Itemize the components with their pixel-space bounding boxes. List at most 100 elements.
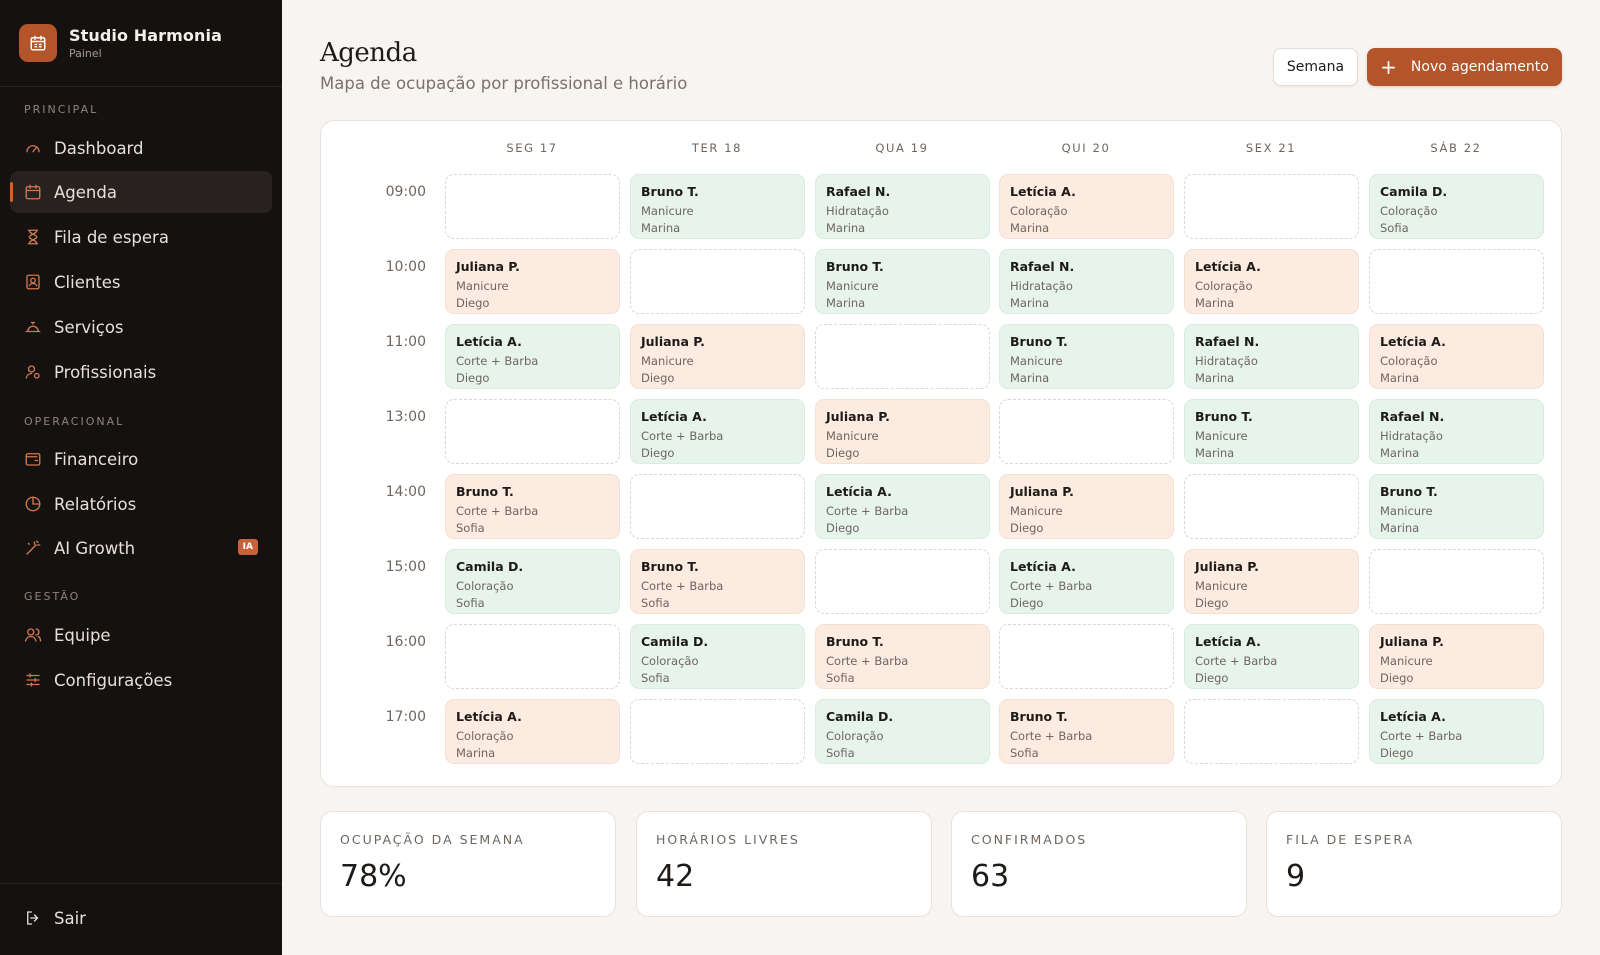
appointment-card[interactable]: Letícia A. Coloração Marina (1369, 324, 1544, 389)
appointment-client: Letícia A. (1010, 184, 1076, 199)
empty-slot[interactable] (1184, 474, 1359, 539)
appointment-service: Coloração (1380, 204, 1438, 218)
appointment-professional: Diego (1380, 671, 1414, 685)
empty-slot[interactable] (445, 399, 620, 464)
sidebar-item-clientes[interactable]: Clientes (10, 261, 272, 303)
appointment-card[interactable]: Juliana P. Manicure Diego (1184, 549, 1359, 614)
gauge-icon (24, 139, 42, 157)
appointment-card[interactable]: Bruno T. Corte + Barba Sofia (999, 699, 1174, 764)
empty-slot[interactable] (630, 474, 805, 539)
appointment-card[interactable]: Juliana P. Manicure Diego (1369, 624, 1544, 689)
appointment-service: Manicure (826, 429, 879, 443)
appointment-service: Corte + Barba (641, 429, 724, 443)
appointment-service: Coloração (1380, 354, 1438, 368)
appointment-card[interactable]: Rafael N. Hidratação Marina (1369, 399, 1544, 464)
magic-wand-icon (24, 539, 42, 557)
appointment-card[interactable]: Rafael N. Hidratação Marina (1184, 324, 1359, 389)
appointment-card[interactable]: Letícia A. Corte + Barba Diego (445, 324, 620, 389)
appointment-service: Manicure (1195, 429, 1248, 443)
sidebar-item-profissionais[interactable]: Profissionais (10, 351, 272, 393)
sidebar-item-label: Profissionais (54, 362, 157, 382)
appointment-card[interactable]: Letícia A. Coloração Marina (1184, 249, 1359, 314)
appointment-professional: Sofia (826, 746, 855, 760)
appointment-card[interactable]: Camila D. Coloração Sofia (815, 699, 990, 764)
appointment-client: Rafael N. (1380, 409, 1445, 424)
appointment-service: Hidratação (826, 204, 889, 218)
hourglass-icon (24, 228, 42, 246)
appointment-professional: Diego (1380, 746, 1414, 760)
sidebar-item-configuracoes[interactable]: Configurações (10, 659, 272, 701)
sidebar-item-financeiro[interactable]: Financeiro (10, 438, 272, 480)
empty-slot[interactable] (445, 624, 620, 689)
sidebar-item-ai-growth[interactable]: AI Growth IA (10, 527, 272, 569)
appointment-professional: Marina (1010, 221, 1050, 235)
appointment-card[interactable]: Rafael N. Hidratação Marina (999, 249, 1174, 314)
empty-slot[interactable] (1369, 249, 1544, 314)
stat-card-occupancy: OCUPAÇÃO DA SEMANA 78% (320, 811, 616, 917)
appointment-service: Corte + Barba (826, 504, 909, 518)
empty-slot[interactable] (1184, 174, 1359, 239)
appointment-card[interactable]: Juliana P. Manicure Diego (999, 474, 1174, 539)
empty-slot[interactable] (815, 324, 990, 389)
stat-card-waitlist: FILA DE ESPERA 9 (1266, 811, 1562, 917)
empty-slot[interactable] (630, 699, 805, 764)
appointment-client: Bruno T. (1380, 484, 1438, 499)
empty-slot[interactable] (999, 399, 1174, 464)
appointment-professional: Diego (1195, 671, 1229, 685)
appointment-service: Corte + Barba (456, 504, 539, 518)
appointment-card[interactable]: Letícia A. Corte + Barba Diego (815, 474, 990, 539)
appointment-service: Corte + Barba (826, 654, 909, 668)
appointment-card[interactable]: Rafael N. Hidratação Marina (815, 174, 990, 239)
appointment-card[interactable]: Bruno T. Manicure Marina (999, 324, 1174, 389)
appointment-card[interactable]: Juliana P. Manicure Diego (815, 399, 990, 464)
time-label: 14:00 (385, 484, 426, 500)
empty-slot[interactable] (815, 549, 990, 614)
appointment-service: Coloração (826, 729, 884, 743)
appointment-card[interactable]: Camila D. Coloração Sofia (1369, 174, 1544, 239)
sidebar-item-servicos[interactable]: Serviços (10, 306, 272, 348)
appointment-card[interactable]: Camila D. Coloração Sofia (445, 549, 620, 614)
new-appointment-button[interactable]: + Novo agendamento (1367, 48, 1562, 86)
appointment-card[interactable]: Juliana P. Manicure Diego (630, 324, 805, 389)
appointment-client: Bruno T. (1195, 409, 1253, 424)
pie-chart-icon (24, 495, 42, 513)
sidebar-item-fila-de-espera[interactable]: Fila de espera (10, 216, 272, 258)
appointment-card[interactable]: Letícia A. Corte + Barba Diego (630, 399, 805, 464)
empty-slot[interactable] (630, 249, 805, 314)
sidebar-item-relatorios[interactable]: Relatórios (10, 483, 272, 525)
week-view-button[interactable]: Semana (1273, 48, 1358, 86)
section-label-operacional: OPERACIONAL (24, 415, 125, 428)
sidebar-item-equipe[interactable]: Equipe (10, 614, 272, 656)
appointment-card[interactable]: Bruno T. Manicure Marina (815, 249, 990, 314)
appointment-professional: Sofia (641, 671, 670, 685)
bell-service-icon (24, 318, 42, 336)
brand[interactable]: Studio Harmonia Painel (19, 24, 222, 62)
empty-slot[interactable] (1184, 699, 1359, 764)
empty-slot[interactable] (1369, 549, 1544, 614)
appointment-professional: Diego (641, 446, 675, 460)
appointment-card[interactable]: Bruno T. Manicure Marina (1184, 399, 1359, 464)
sidebar-item-label: Financeiro (54, 449, 139, 469)
appointment-card[interactable]: Bruno T. Manicure Marina (630, 174, 805, 239)
appointment-card[interactable]: Bruno T. Corte + Barba Sofia (445, 474, 620, 539)
appointment-card[interactable]: Letícia A. Coloração Marina (445, 699, 620, 764)
empty-slot[interactable] (445, 174, 620, 239)
appointment-card[interactable]: Bruno T. Corte + Barba Sofia (630, 549, 805, 614)
appointment-card[interactable]: Letícia A. Corte + Barba Diego (1369, 699, 1544, 764)
appointment-service: Manicure (456, 279, 509, 293)
appointment-card[interactable]: Juliana P. Manicure Diego (445, 249, 620, 314)
appointment-card[interactable]: Letícia A. Corte + Barba Diego (999, 549, 1174, 614)
appointment-professional: Marina (1195, 446, 1235, 460)
users-icon (24, 626, 42, 644)
appointment-client: Letícia A. (1195, 634, 1261, 649)
appointment-card[interactable]: Bruno T. Manicure Marina (1369, 474, 1544, 539)
empty-slot[interactable] (999, 624, 1174, 689)
appointment-card[interactable]: Bruno T. Corte + Barba Sofia (815, 624, 990, 689)
appointment-service: Manicure (641, 204, 694, 218)
appointment-card[interactable]: Camila D. Coloração Sofia (630, 624, 805, 689)
sidebar-item-dashboard[interactable]: Dashboard (10, 127, 272, 169)
logout-button[interactable]: Sair (10, 897, 272, 939)
sidebar-item-agenda[interactable]: Agenda (10, 171, 272, 213)
appointment-card[interactable]: Letícia A. Corte + Barba Diego (1184, 624, 1359, 689)
appointment-card[interactable]: Letícia A. Coloração Marina (999, 174, 1174, 239)
